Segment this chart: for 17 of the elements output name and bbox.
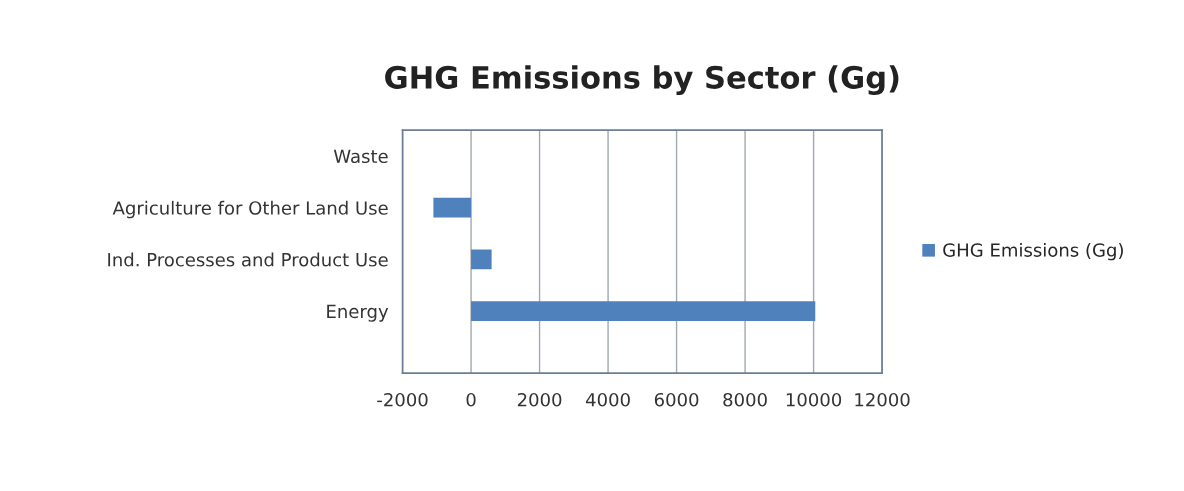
x-tick-label: 6000: [654, 392, 699, 407]
x-tick-label: 10000: [786, 392, 842, 407]
y-tick-label: Energy: [327, 304, 389, 322]
x-tick-label: 0: [466, 392, 476, 407]
bar: [433, 197, 472, 218]
chart-title: GHG Emissions by Sector (Gg): [385, 65, 899, 96]
y-tick-label: Waste: [333, 149, 388, 164]
legend-label: GHG Emissions (Gg): [943, 242, 1123, 261]
bar: [471, 301, 816, 321]
x-tick-label: 12000: [855, 392, 910, 407]
x-tick-label: 8000: [723, 392, 767, 407]
y-tick-label: Ind. Processes and Product Use: [108, 252, 388, 267]
x-tick-label: 4000: [585, 392, 630, 407]
x-tick-label: -2000: [377, 392, 428, 407]
y-tick-label: Agriculture for Other Land Use: [112, 200, 388, 219]
x-tick-label: 2000: [517, 392, 562, 407]
bar: [471, 249, 492, 270]
